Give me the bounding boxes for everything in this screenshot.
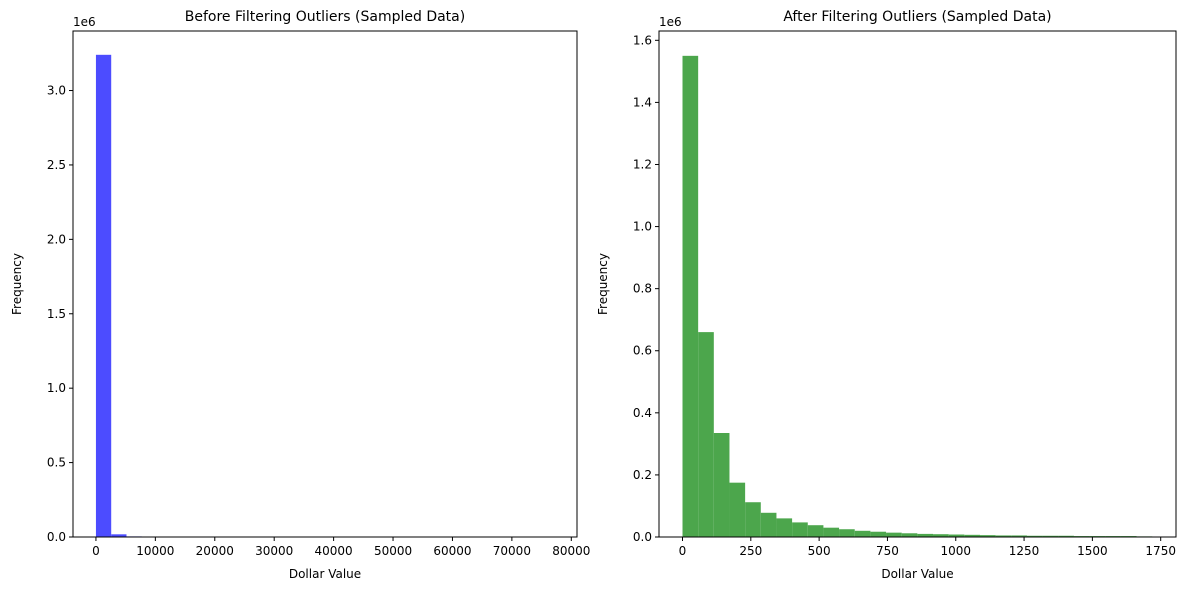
histogram-bar [111, 534, 127, 537]
histogram-bar [745, 502, 761, 537]
y-tick-label: 1.2 [633, 157, 652, 171]
x-tick-label: 20000 [196, 544, 234, 558]
x-tick-label: 1750 [1145, 544, 1176, 558]
y-tick-label: 0.6 [633, 344, 652, 358]
x-tick-label: 1250 [1009, 544, 1040, 558]
x-tick-label: 80000 [552, 544, 590, 558]
histogram-bar [995, 535, 1012, 537]
y-tick-label: 1.0 [633, 220, 652, 234]
histogram-bar [760, 512, 777, 537]
y-axis-offset-label: 1e6 [73, 15, 96, 29]
histogram-bar [1026, 535, 1043, 537]
histogram-bar [1058, 535, 1074, 537]
y-axis-offset-label: 1e6 [659, 15, 682, 29]
y-tick-label: 1.6 [633, 33, 652, 47]
y-tick-label: 1.4 [633, 95, 652, 109]
histogram-bar [964, 534, 980, 537]
histogram-bar [698, 332, 714, 537]
x-tick-label: 0 [92, 544, 100, 558]
histogram-bar [979, 535, 996, 537]
histogram-bar [792, 522, 808, 537]
chart-title: Before Filtering Outliers (Sampled Data) [185, 9, 465, 25]
x-tick-label: 750 [876, 544, 899, 558]
x-tick-label: 40000 [315, 544, 353, 558]
x-tick-label: 500 [808, 544, 831, 558]
y-tick-label: 3.0 [47, 84, 66, 98]
x-tick-label: 30000 [255, 544, 293, 558]
x-axis-label: Dollar Value [881, 567, 953, 581]
histogram-bar [713, 433, 730, 537]
y-tick-label: 0.8 [633, 282, 652, 296]
histogram-bars [95, 54, 264, 538]
histogram-bar [95, 54, 112, 537]
y-tick-label: 1.5 [47, 307, 66, 321]
histogram-bar [886, 532, 902, 537]
y-tick-label: 2.5 [47, 158, 66, 172]
x-tick-label: 60000 [433, 544, 471, 558]
chart-panel-1: 0 10000 20000 30000 40000 50000 60000 70000 8000… [10, 9, 590, 581]
x-tick-label: 70000 [493, 544, 531, 558]
histogram-bar [776, 518, 793, 537]
x-tick-label: 250 [739, 544, 762, 558]
y-tick-label: 0.4 [633, 406, 652, 420]
y-axis-label: Frequency [10, 253, 24, 315]
histogram-bar [917, 533, 934, 537]
y-tick-label: 0.0 [47, 530, 66, 544]
histogram-bar [682, 55, 699, 538]
histogram-bar [839, 529, 855, 537]
histogram-bar [870, 531, 887, 537]
chart-title: After Filtering Outliers (Sampled Data) [783, 9, 1051, 25]
x-tick-label: 0 [679, 544, 687, 558]
x-axis-label: Dollar Value [289, 567, 361, 581]
histogram-bars [682, 55, 1153, 538]
x-tick-label: 50000 [374, 544, 412, 558]
plot-frame [658, 30, 1177, 538]
histogram-bar [901, 533, 918, 537]
chart-panel-2: 0 250 500 750 1000 1250 1500 1750 0.0 0.2 0.4 0.6 0.… [596, 9, 1177, 581]
histogram-bar [823, 527, 840, 537]
histogram-bar [1011, 535, 1027, 537]
histogram-bar [933, 534, 949, 537]
y-tick-label: 0.5 [47, 456, 66, 470]
histogram-bar [1042, 535, 1059, 537]
y-tick-label: 1.0 [47, 381, 66, 395]
y-axis-label: Frequency [596, 253, 610, 315]
plot-frame [72, 30, 578, 538]
x-tick-label: 10000 [136, 544, 174, 558]
y-tick-label: 0.0 [633, 530, 652, 544]
y-tick-label: 2.0 [47, 232, 66, 246]
histogram-bar [948, 534, 965, 537]
histogram-bar [807, 525, 824, 537]
x-tick-label: 1000 [940, 544, 971, 558]
y-tick-label: 0.2 [633, 468, 652, 482]
histogram-bar [854, 530, 871, 537]
histogram-bar [729, 482, 746, 537]
x-tick-label: 1500 [1077, 544, 1108, 558]
